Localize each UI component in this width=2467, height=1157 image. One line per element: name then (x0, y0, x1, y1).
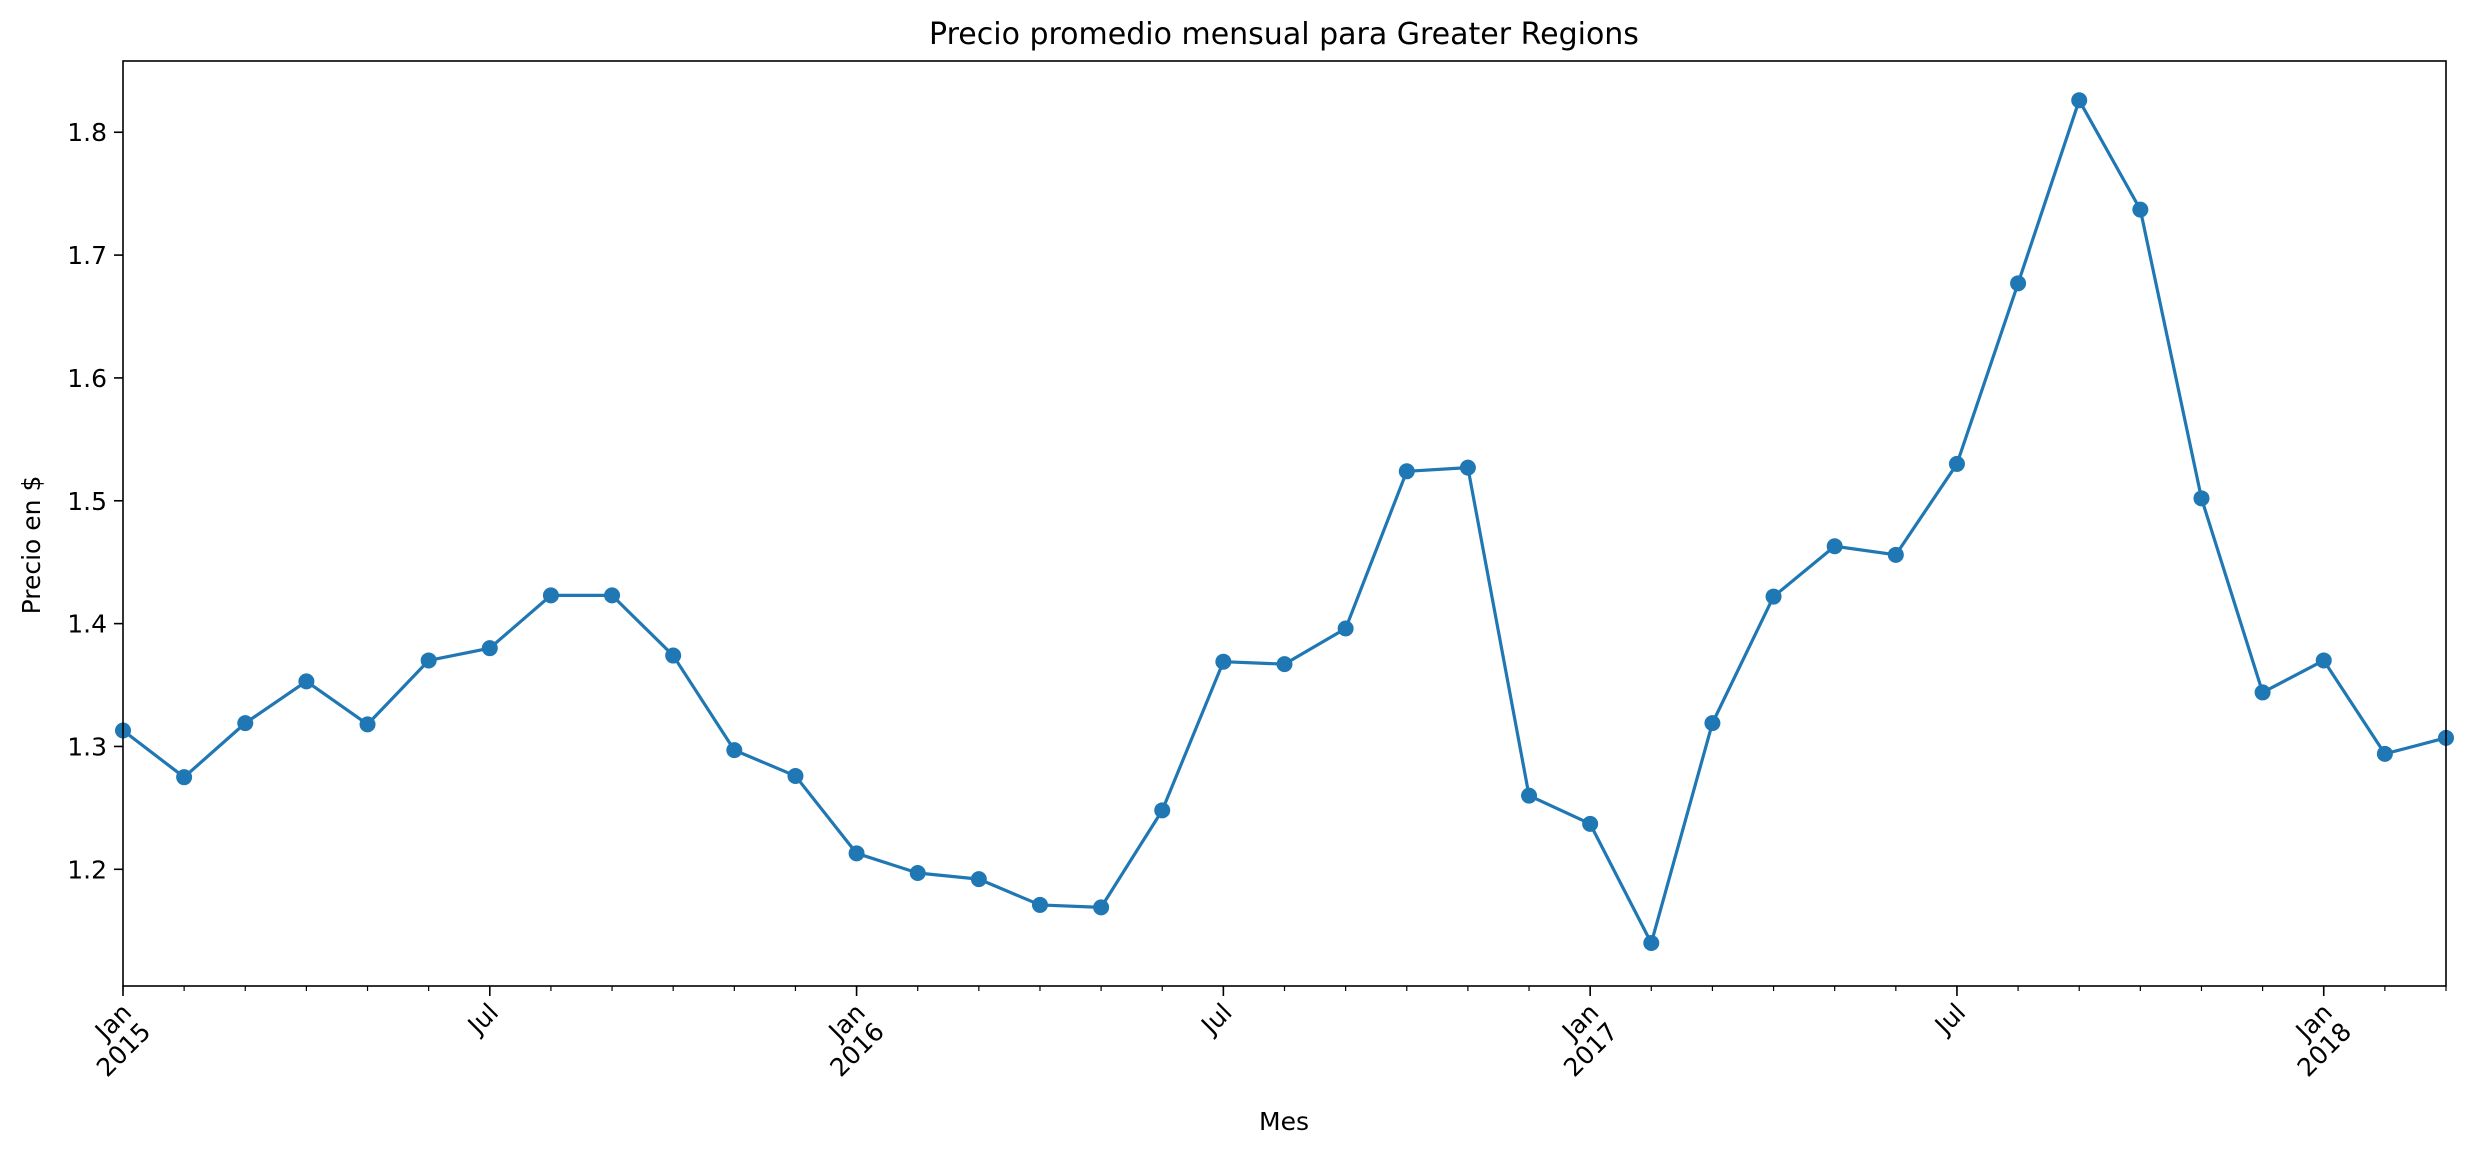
data-point (1093, 899, 1110, 916)
data-point (1643, 935, 1660, 952)
data-point (237, 715, 254, 732)
y-tick-label: 1.5 (67, 487, 107, 516)
y-tick-label: 1.2 (67, 855, 107, 884)
data-point (1582, 815, 1599, 832)
data-point (970, 871, 987, 888)
data-point (604, 587, 621, 604)
data-point (1826, 538, 1843, 555)
data-point (2315, 652, 2332, 669)
x-tick-label: Jul (1194, 998, 1237, 1041)
data-point (1887, 546, 1904, 563)
data-point (787, 767, 804, 784)
data-point (1215, 653, 1232, 670)
data-point (1154, 802, 1171, 819)
x-tick-label: Jul (461, 998, 504, 1041)
data-point (1521, 787, 1538, 804)
y-tick-label: 1.7 (67, 241, 107, 270)
data-point (1031, 896, 1048, 913)
data-point (665, 647, 682, 664)
x-tick-label: Jan2016 (805, 998, 890, 1083)
x-tick-label: Jan2017 (1539, 998, 1624, 1083)
y-tick-label: 1.6 (67, 364, 107, 393)
data-point (848, 845, 865, 862)
y-tick-label: 1.3 (67, 732, 107, 761)
data-point (1765, 588, 1782, 605)
x-tick-label: Jan2015 (72, 998, 157, 1083)
data-point (1398, 463, 1415, 480)
y-axis-label: Precio en $ (17, 476, 46, 615)
data-point (298, 673, 315, 690)
plot-frame (122, 60, 2447, 987)
data-point (1459, 459, 1476, 476)
y-tick-label: 1.8 (67, 118, 107, 147)
x-tick-label: Jul (1928, 998, 1971, 1041)
data-point (2010, 275, 2027, 292)
data-point (2376, 745, 2393, 762)
data-point (542, 587, 559, 604)
data-point (359, 716, 376, 733)
data-point (909, 864, 926, 881)
data-point (481, 640, 498, 657)
series-line (122, 98, 2447, 945)
x-axis-label: Mes (1259, 1107, 1309, 1136)
data-point (1337, 620, 1354, 637)
data-point (726, 742, 743, 759)
data-point (1704, 715, 1721, 732)
plot-area: 1.2 1.3 1.4 1.5 1.6 1.7 1.8 Jan2015 Jul Jan2016 Ju… (67, 92, 2454, 1082)
data-point (2254, 684, 2271, 701)
chart-title: Precio promedio mensual para Greater Reg… (929, 17, 1639, 52)
data-point (2193, 490, 2210, 507)
x-tick-label: Jan2018 (2272, 998, 2357, 1083)
data-point (1276, 656, 1293, 673)
data-point (176, 769, 193, 786)
data-point (2071, 92, 2088, 109)
y-tick-label: 1.4 (67, 610, 107, 639)
data-point (1948, 455, 1965, 472)
data-point (420, 652, 437, 669)
data-point (2132, 201, 2149, 218)
